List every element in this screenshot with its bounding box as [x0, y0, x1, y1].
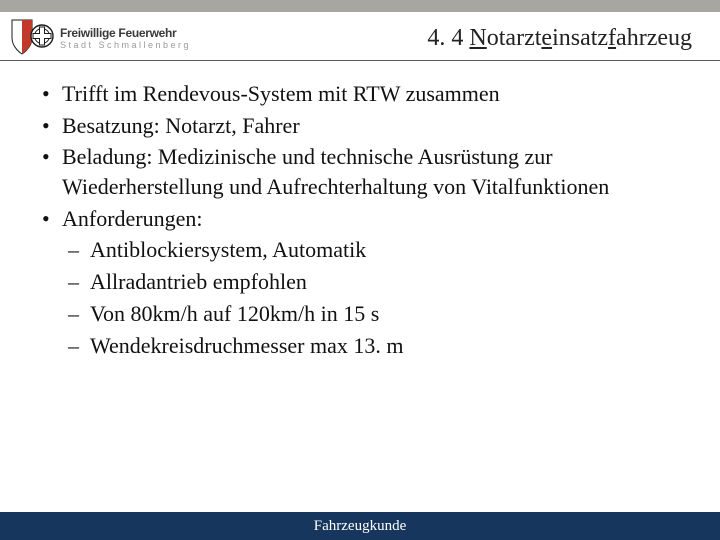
sub-bullet-item: Von 80km/h auf 120km/h in 15 s — [62, 299, 688, 329]
bullet-list: Trifft im Rendevous-System mit RTW zusam… — [40, 79, 688, 360]
title-p1: otarzt — [487, 25, 542, 51]
footer-bar: Fahrzeugkunde — [0, 512, 720, 540]
bullet-text: Besatzung: Notarzt, Fahrer — [62, 113, 300, 138]
sub-bullet-text: Von 80km/h auf 120km/h in 15 s — [90, 301, 379, 326]
bullet-item: Anforderungen: Antiblockiersystem, Autom… — [40, 204, 688, 360]
slide-title: 4. 4 Notarzteinsatzfahrzeug — [427, 25, 692, 52]
bullet-text: Trifft im Rendevous-System mit RTW zusam… — [62, 81, 500, 106]
slide: Freiwillige Feuerwehr Stadt Schmallenber… — [0, 0, 720, 540]
bullet-item: Besatzung: Notarzt, Fahrer — [40, 111, 688, 141]
title-p2: insatz — [552, 25, 608, 51]
footer-text: Fahrzeugkunde — [314, 518, 406, 535]
org-name: Freiwillige Feuerwehr — [60, 27, 191, 39]
bullet-text: Anforderungen: — [62, 206, 203, 231]
sub-bullet-item: Wendekreisdruchmesser max 13. m — [62, 331, 688, 361]
logo-area: Freiwillige Feuerwehr Stadt Schmallenber… — [10, 18, 191, 58]
bullet-item: Beladung: Medizinische und technische Au… — [40, 142, 688, 201]
sub-bullet-item: Allradantrieb empfohlen — [62, 267, 688, 297]
sub-bullet-text: Allradantrieb empfohlen — [90, 269, 307, 294]
bullet-item: Trifft im Rendevous-System mit RTW zusam… — [40, 79, 688, 109]
bullet-text: Beladung: Medizinische und technische Au… — [62, 144, 609, 199]
content-area: Trifft im Rendevous-System mit RTW zusam… — [0, 61, 720, 512]
title-prefix: 4. 4 — [427, 25, 469, 51]
sub-bullet-text: Antiblockiersystem, Automatik — [90, 237, 366, 262]
sub-bullet-text: Wendekreisdruchmesser max 13. m — [90, 333, 403, 358]
title-p3: ahrzeug — [616, 25, 692, 51]
title-u1: N — [469, 25, 486, 51]
title-u3: f — [608, 25, 616, 51]
logo-text: Freiwillige Feuerwehr Stadt Schmallenber… — [60, 27, 191, 50]
city-name: Stadt Schmallenberg — [60, 41, 191, 50]
sub-bullet-item: Antiblockiersystem, Automatik — [62, 235, 688, 265]
header: Freiwillige Feuerwehr Stadt Schmallenber… — [0, 12, 720, 61]
feuerwehr-logo-icon — [10, 18, 54, 58]
sub-bullet-list: Antiblockiersystem, Automatik Allradantr… — [62, 235, 688, 360]
top-accent-bar — [0, 0, 720, 12]
title-u2: e — [541, 25, 552, 51]
